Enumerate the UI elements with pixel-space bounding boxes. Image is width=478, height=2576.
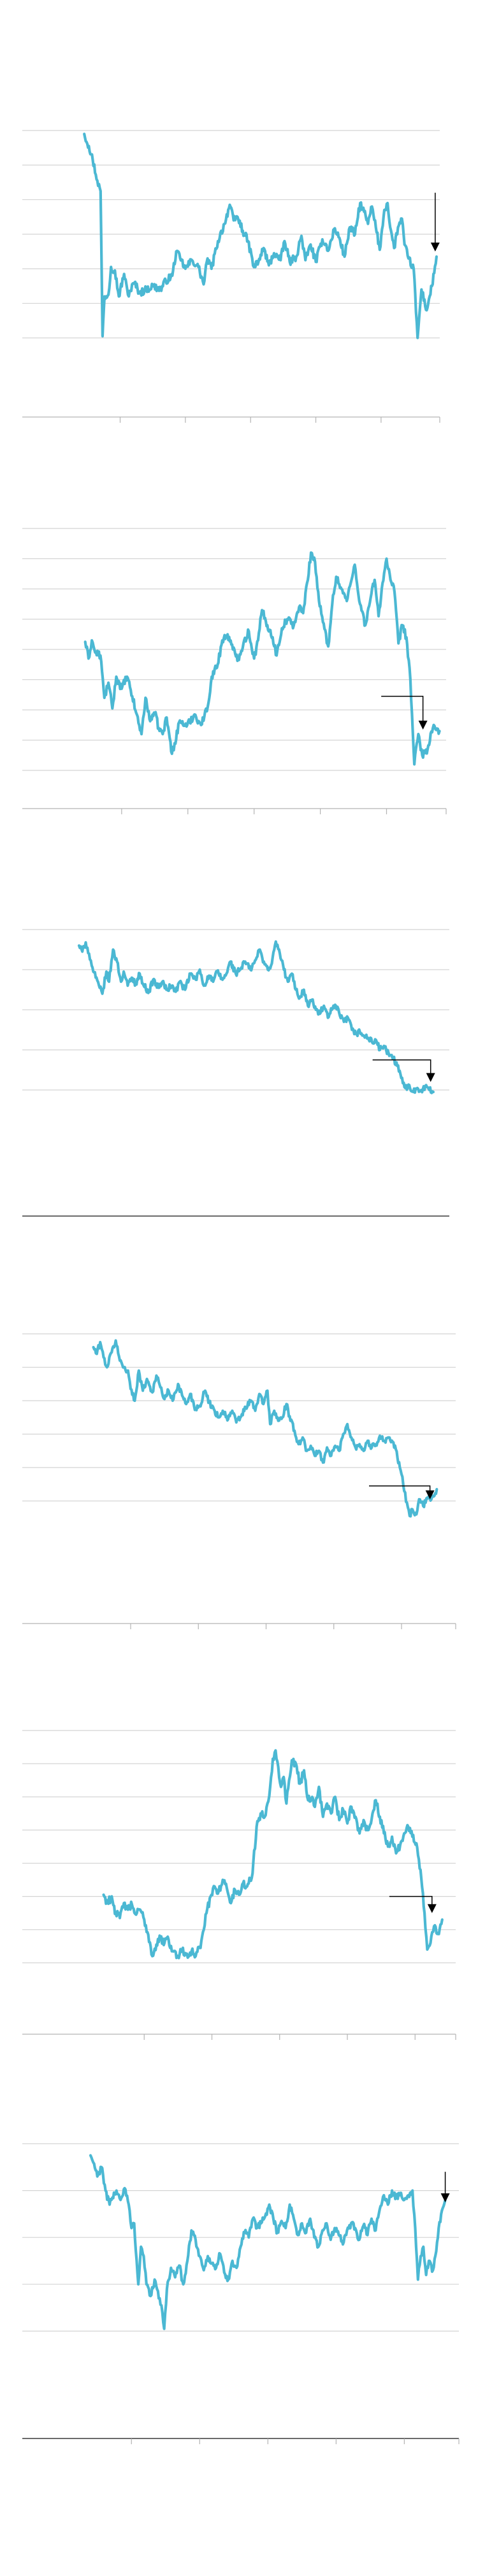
chart-panel-2 [0,503,478,923]
annotation-arrow [372,1059,435,1082]
x-ticks [121,809,447,814]
chart-panel-6 [0,2120,478,2540]
series-line [83,132,438,339]
annotation-arrow [440,2172,450,2202]
chart-5 [22,1730,456,2040]
arrow-head [425,1490,435,1499]
chart-2 [22,528,447,814]
annotation-arrow [430,192,440,251]
x-ticks [131,2438,460,2444]
series-line [83,551,441,766]
annotation-arrow [381,695,428,730]
chart-panel-5 [0,1719,478,2139]
chart-panel-3 [0,904,478,1324]
arrow-head [418,720,428,730]
chart-1 [22,130,440,423]
series-line [102,1749,444,1960]
arrow-head [426,1073,435,1082]
arrow-shaft [381,695,424,722]
chart-6 [22,2143,460,2444]
chart-3 [22,929,449,1217]
annotation-arrow [369,1485,435,1499]
arrow-shaft [372,1059,431,1075]
chart-panel-4 [0,1312,478,1732]
gridlines [22,1730,456,1964]
chart-4 [22,1333,456,1629]
series-line [92,1339,438,1518]
arrow-shaft [389,1895,433,1906]
gridlines [22,1333,456,1502]
series-line [89,2154,447,2330]
arrow-head [430,243,440,251]
annotation-arrow [389,1895,437,1913]
chart-panel-1 [0,89,478,509]
gridlines [22,2143,459,2332]
x-ticks [130,1624,456,1629]
gridlines [22,929,449,1091]
arrow-head [427,1904,437,1913]
arrow-head [440,2193,450,2202]
gridlines [22,130,440,339]
arrow-shaft [369,1485,431,1492]
x-ticks [143,2034,456,2040]
series-line [77,940,435,1094]
x-ticks [119,417,440,423]
